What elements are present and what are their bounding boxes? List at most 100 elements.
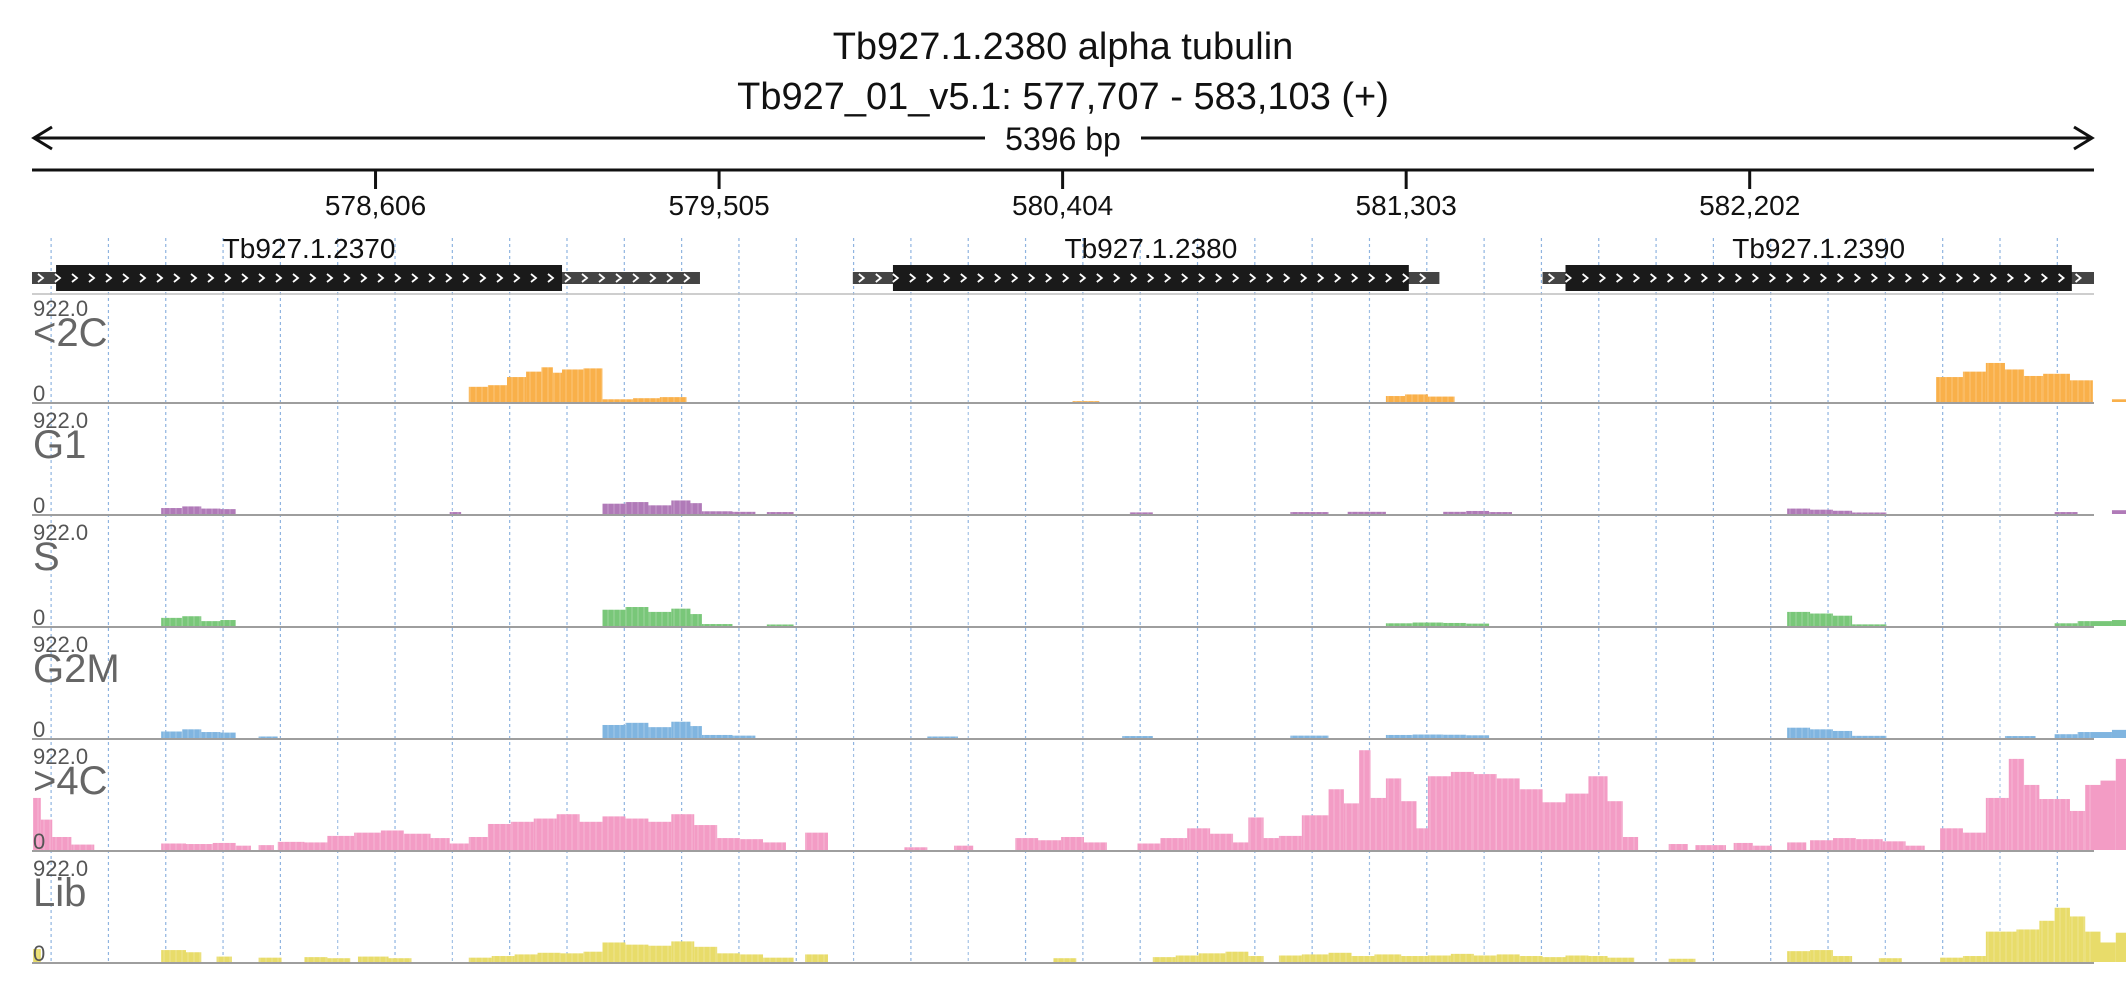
track-3-bar-8 <box>671 721 691 738</box>
track-4-bar-41 <box>1210 833 1234 850</box>
track-0: 922.0<2C 0 <box>31 296 2126 406</box>
track-3-bar-9 <box>690 726 702 738</box>
track-0-bar-10 <box>659 397 687 402</box>
track-2-bar-0 <box>161 617 183 626</box>
track-1: 922.0G1 0 <box>31 408 2126 518</box>
track-1-bar-23 <box>2054 512 2078 514</box>
track-4-bar-82 <box>2085 784 2101 850</box>
track-5-bar-30 <box>1278 955 1302 962</box>
track-5-bar-50 <box>1939 957 1963 962</box>
track-5-bar-15 <box>602 942 626 962</box>
track-4-bar-64 <box>1668 844 1688 850</box>
track-3-bar-7 <box>648 727 672 738</box>
track-5-bar-33 <box>1351 956 1375 962</box>
track-0-bar-0 <box>468 386 488 402</box>
track-4-bar-66 <box>1733 842 1753 850</box>
track-5-bar-9 <box>468 957 492 962</box>
track-5-bar-59 <box>2115 932 2126 962</box>
track-5-bar-47 <box>1810 950 1834 962</box>
track-0-bar-14 <box>1427 396 1455 402</box>
track-0-bar-22 <box>2111 399 2126 402</box>
track-2-bar-19 <box>2054 623 2078 626</box>
track-4-bar-50 <box>1370 797 1386 850</box>
track-4-bar-34 <box>1015 838 1039 850</box>
track-4-bar-40 <box>1187 828 1211 850</box>
track-5-bar-1 <box>161 950 187 962</box>
track-min-label-5: 0 <box>33 941 45 966</box>
track-5-bar-56 <box>2069 916 2086 962</box>
track-4-bar-37 <box>1084 842 1107 850</box>
track-4-bar-28 <box>717 838 741 850</box>
gene-strand-chevrons-1 <box>858 273 1427 283</box>
track-2-bar-12 <box>1412 622 1444 626</box>
track-3-bar-6 <box>625 722 649 738</box>
track-5-bar-2 <box>186 952 202 962</box>
track-4-bar-83 <box>2100 780 2116 850</box>
track-4-bar-53 <box>1416 828 1428 850</box>
track-4-bar-84 <box>2115 758 2126 850</box>
track-bin-texture-4 <box>31 748 2091 850</box>
track-5-bar-18 <box>671 941 695 962</box>
track-5-bar-42 <box>1565 955 1589 962</box>
track-5-bar-3 <box>216 956 232 962</box>
gene-cds-1 <box>892 265 1409 291</box>
coverage-tracks: 922.0<2C0922.0G10922.0S0922.0G2M0922.0>4… <box>31 296 2126 966</box>
track-2: 922.0S 0 <box>31 520 2126 630</box>
track-4-bar-25 <box>648 821 672 850</box>
track-1-bar-18 <box>1489 512 1513 514</box>
track-4-bar-19 <box>510 821 534 850</box>
span-arrow <box>31 125 2095 151</box>
track-5-bar-31 <box>1301 954 1329 962</box>
gene-label-0: Tb927.1.2370 <box>223 233 396 264</box>
track-max-label-5: 922.0 <box>33 856 88 881</box>
track-4-bar-27 <box>694 825 718 850</box>
track-4-bar-68 <box>1787 842 1807 850</box>
track-2-bar-16 <box>1810 613 1834 626</box>
ruler-tick-label-1: 579,505 <box>668 190 769 221</box>
track-5-bar-20 <box>717 953 741 962</box>
track-5-bar-27 <box>1198 953 1226 962</box>
span-label: 5396 bp <box>1005 121 1121 157</box>
track-0-bar-16 <box>1962 371 1986 402</box>
track-3-bar-3 <box>220 732 236 738</box>
track-2-bar-2 <box>201 621 221 626</box>
track-5-bar-10 <box>491 956 515 962</box>
track-5-bar-6 <box>327 958 351 962</box>
track-2-bar-6 <box>648 611 672 626</box>
track-3-bar-26 <box>2111 729 2126 738</box>
track-1-bar-1 <box>182 506 202 514</box>
track-0-bar-4 <box>541 367 553 402</box>
track-0-bar-12 <box>1385 396 1406 402</box>
track-4-bar-79 <box>2039 799 2055 850</box>
track-max-label-0: 922.0 <box>33 296 88 321</box>
track-5-bar-36 <box>1427 955 1451 962</box>
track-0-bar-5 <box>552 372 563 402</box>
track-5-bar-39 <box>1496 954 1520 962</box>
track-3-bar-22 <box>1852 735 1887 738</box>
track-0-bar-20 <box>2043 373 2070 402</box>
track-4-bar-72 <box>1882 841 1906 850</box>
track-4-bar-0 <box>33 797 41 850</box>
track-2-bar-11 <box>1385 623 1413 626</box>
track-4-bar-45 <box>1278 835 1302 850</box>
track-4-bar-58 <box>1519 789 1543 850</box>
position-ruler: 578,606 579,505 580,404 581,303 582,202 <box>32 168 2094 221</box>
track-5-bar-53 <box>2016 929 2040 962</box>
track-4-bar-29 <box>740 839 764 850</box>
track-4-bar-10 <box>304 842 328 850</box>
track-5-bar-46 <box>1787 951 1811 962</box>
track-2-bar-17 <box>1833 615 1853 626</box>
track-0-bar-17 <box>1985 362 2005 402</box>
track-3-bar-15 <box>1385 734 1413 738</box>
ruler-tick-label-2: 580,404 <box>1012 190 1113 221</box>
track-4-bar-48 <box>1343 803 1360 850</box>
track-max-label-4: 922.0 <box>33 744 88 769</box>
track-2-bar-5 <box>625 607 649 626</box>
track-0-bar-6 <box>562 369 584 402</box>
gene-strand-chevrons-2 <box>1548 273 2083 283</box>
track-4-bar-4 <box>161 843 187 850</box>
track-name-3: G2M <box>33 647 120 691</box>
gene-strand-chevrons-0 <box>37 273 691 283</box>
